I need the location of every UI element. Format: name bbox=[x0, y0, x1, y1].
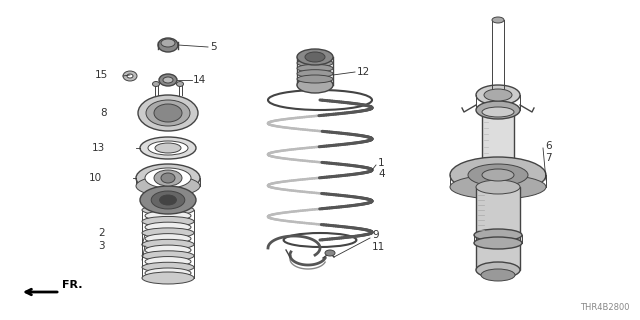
Ellipse shape bbox=[146, 100, 190, 126]
Ellipse shape bbox=[468, 164, 528, 186]
Ellipse shape bbox=[476, 85, 520, 105]
Ellipse shape bbox=[325, 250, 335, 256]
Ellipse shape bbox=[136, 164, 200, 192]
Ellipse shape bbox=[474, 237, 522, 249]
Ellipse shape bbox=[145, 245, 191, 255]
Ellipse shape bbox=[476, 101, 520, 119]
Ellipse shape bbox=[142, 272, 194, 284]
Text: 1: 1 bbox=[378, 158, 385, 168]
Text: 9: 9 bbox=[372, 230, 379, 240]
Ellipse shape bbox=[481, 269, 515, 281]
Text: 7: 7 bbox=[545, 153, 552, 163]
Ellipse shape bbox=[159, 74, 177, 86]
Ellipse shape bbox=[177, 82, 184, 86]
Text: 3: 3 bbox=[99, 241, 105, 251]
Ellipse shape bbox=[154, 170, 182, 186]
Ellipse shape bbox=[145, 168, 191, 188]
Ellipse shape bbox=[297, 70, 333, 78]
Text: 12: 12 bbox=[357, 67, 371, 77]
Ellipse shape bbox=[138, 95, 198, 131]
Ellipse shape bbox=[155, 143, 181, 153]
Ellipse shape bbox=[450, 175, 546, 199]
Ellipse shape bbox=[148, 141, 188, 155]
Ellipse shape bbox=[142, 239, 194, 249]
Ellipse shape bbox=[482, 169, 514, 181]
Bar bbox=[482, 112, 514, 175]
Text: 15: 15 bbox=[95, 70, 108, 80]
Ellipse shape bbox=[161, 39, 175, 47]
Ellipse shape bbox=[474, 229, 522, 241]
Ellipse shape bbox=[297, 49, 333, 65]
Ellipse shape bbox=[476, 180, 520, 194]
Text: THR4B2800: THR4B2800 bbox=[580, 303, 630, 312]
Ellipse shape bbox=[297, 75, 333, 83]
Ellipse shape bbox=[484, 89, 512, 101]
Ellipse shape bbox=[159, 195, 177, 205]
Ellipse shape bbox=[140, 186, 196, 214]
Ellipse shape bbox=[450, 157, 546, 193]
Ellipse shape bbox=[145, 268, 191, 278]
Text: 10: 10 bbox=[89, 173, 102, 183]
Ellipse shape bbox=[123, 71, 137, 81]
Text: 13: 13 bbox=[92, 143, 105, 153]
Ellipse shape bbox=[136, 176, 200, 196]
Text: 4: 4 bbox=[378, 169, 385, 179]
Ellipse shape bbox=[142, 262, 194, 272]
Ellipse shape bbox=[152, 82, 159, 86]
Ellipse shape bbox=[142, 205, 194, 215]
Text: 8: 8 bbox=[100, 108, 107, 118]
Ellipse shape bbox=[158, 38, 178, 52]
Ellipse shape bbox=[492, 17, 504, 23]
Ellipse shape bbox=[145, 222, 191, 232]
Ellipse shape bbox=[482, 107, 514, 117]
Ellipse shape bbox=[142, 216, 194, 227]
Ellipse shape bbox=[492, 92, 504, 98]
Ellipse shape bbox=[161, 173, 175, 183]
Ellipse shape bbox=[305, 52, 325, 62]
Text: 5: 5 bbox=[210, 42, 216, 52]
Ellipse shape bbox=[154, 104, 182, 122]
Ellipse shape bbox=[476, 262, 520, 278]
Ellipse shape bbox=[142, 251, 194, 261]
Ellipse shape bbox=[151, 191, 185, 209]
Text: 6: 6 bbox=[545, 141, 552, 151]
Ellipse shape bbox=[163, 77, 173, 83]
Ellipse shape bbox=[140, 137, 196, 159]
Ellipse shape bbox=[482, 170, 514, 180]
Ellipse shape bbox=[297, 59, 333, 67]
Text: 2: 2 bbox=[99, 228, 105, 238]
Ellipse shape bbox=[142, 228, 194, 238]
Text: 11: 11 bbox=[372, 242, 385, 252]
Ellipse shape bbox=[145, 257, 191, 267]
Text: FR.: FR. bbox=[62, 280, 83, 290]
Text: 14: 14 bbox=[193, 75, 206, 85]
Ellipse shape bbox=[145, 211, 191, 221]
Bar bbox=[476, 187, 520, 270]
Ellipse shape bbox=[297, 77, 333, 93]
Ellipse shape bbox=[127, 74, 133, 78]
Ellipse shape bbox=[297, 64, 333, 72]
Ellipse shape bbox=[145, 234, 191, 244]
